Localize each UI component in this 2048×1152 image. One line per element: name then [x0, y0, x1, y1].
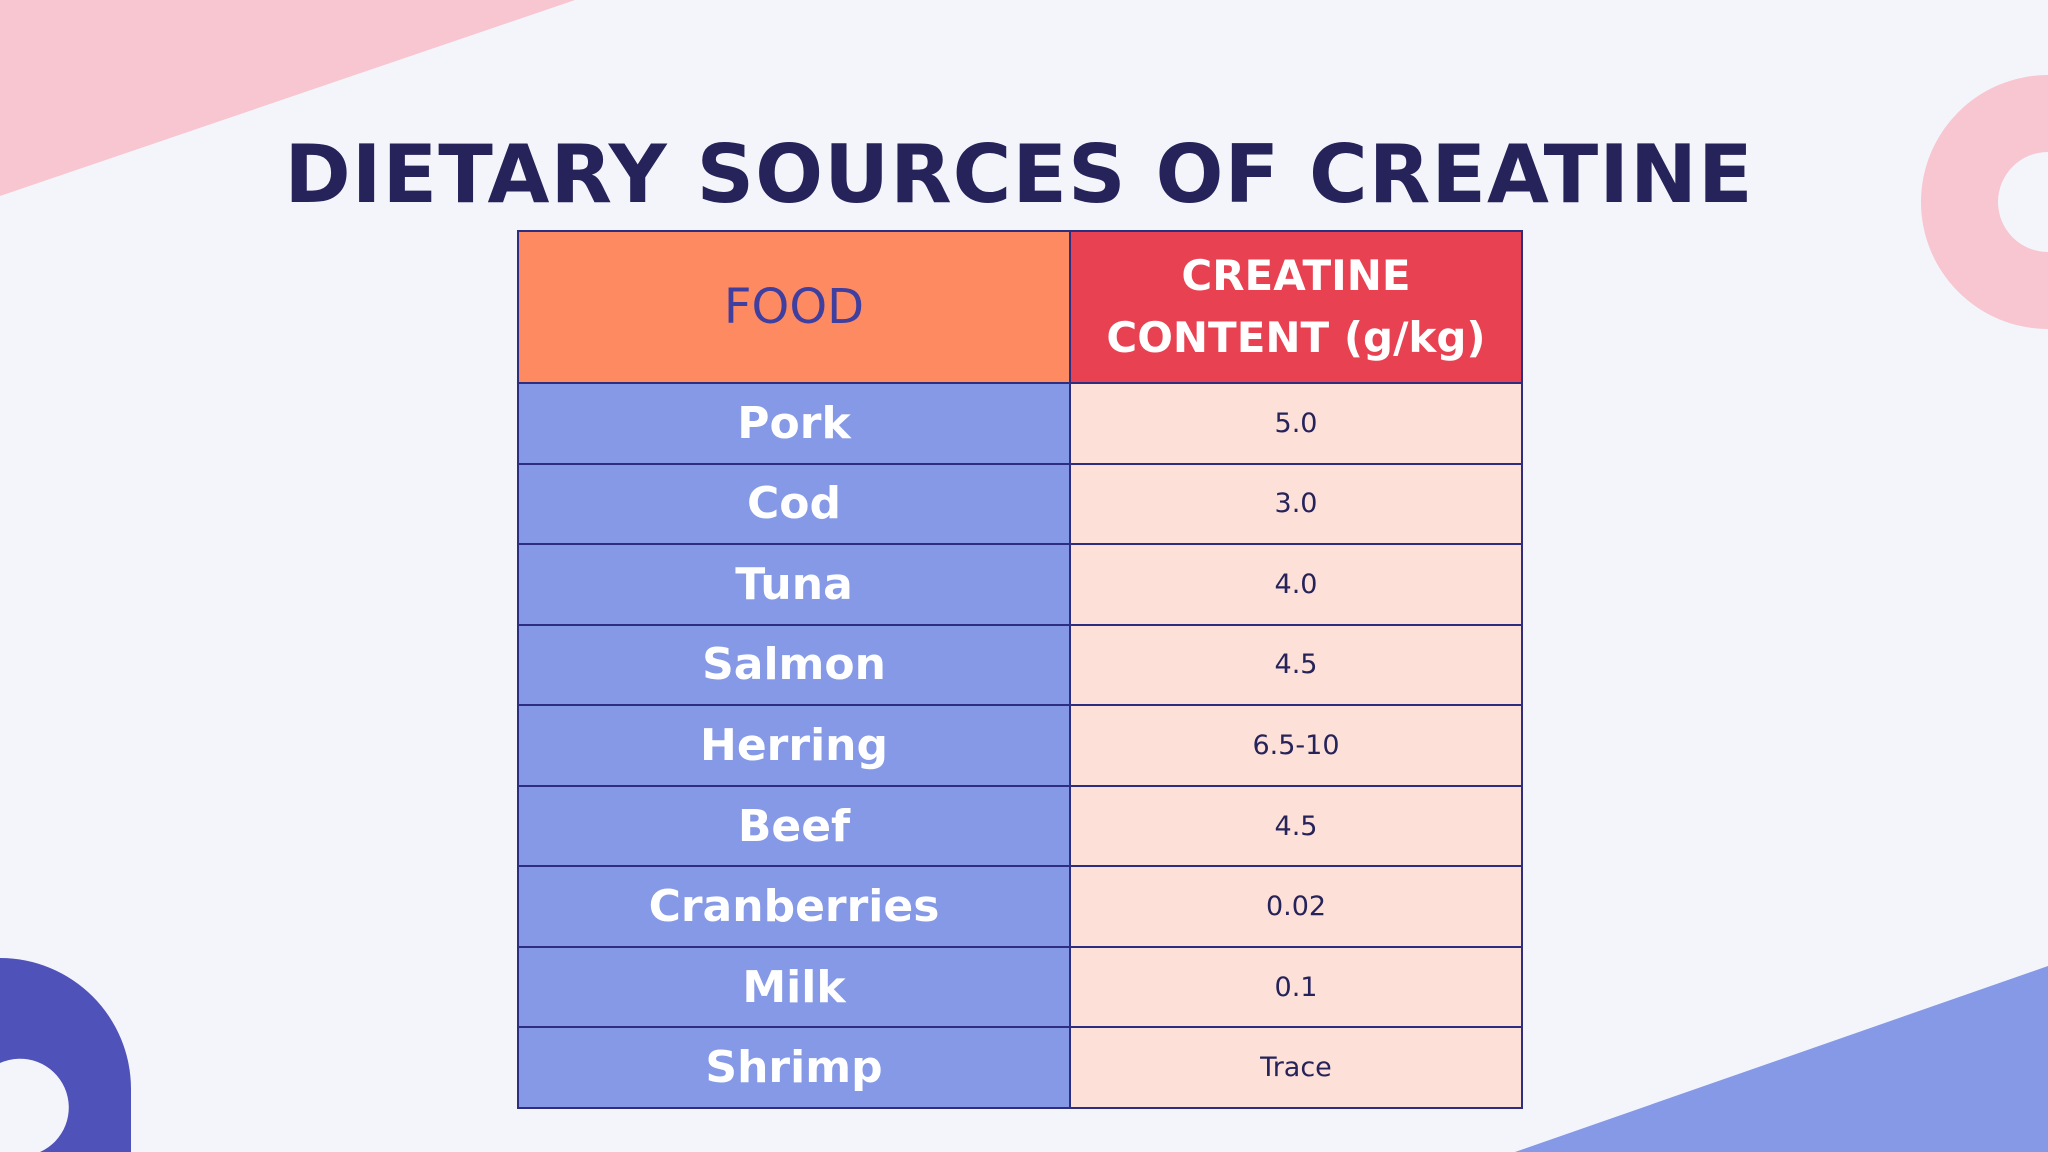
food-cell: Shrimp [517, 1026, 1071, 1109]
pink-shape [0, 0, 575, 196]
table: FOOD CREATINE CONTENT (g/kg) Pork 5.0 Cod 3… [517, 230, 1523, 1109]
column-header: CREATINE CONTENT (g/kg) [1069, 230, 1523, 384]
column-header: FOOD [517, 230, 1071, 384]
table-row: Salmon 4.5 [517, 623, 1523, 707]
content-cell: 4.5 [1069, 623, 1523, 707]
food-cell: Salmon [517, 623, 1071, 707]
content-cell: 0.02 [1069, 865, 1523, 948]
food-cell: Beef [517, 784, 1071, 868]
content-cell: Trace [1069, 1026, 1523, 1109]
title: DIETARY SOURCES OF CREATINE [284, 128, 1754, 221]
table-row: Pork 5.0 [517, 382, 1523, 465]
content-cell: 4.0 [1069, 543, 1523, 626]
table-row: Cranberries 0.02 [517, 865, 1523, 948]
content-cell: 6.5-10 [1069, 704, 1523, 787]
pink-ring [1921, 75, 2048, 329]
content-cell: 3.0 [1069, 462, 1523, 546]
content-cell: 4.5 [1069, 784, 1523, 868]
food-cell: Pork [517, 382, 1071, 465]
blue-ring [0, 958, 131, 1152]
food-cell: Cod [517, 462, 1071, 546]
food-cell: Cranberries [517, 865, 1071, 948]
table-row: Herring 6.5-10 [517, 704, 1523, 787]
table-row: Shrimp Trace [517, 1026, 1523, 1109]
content-cell: 5.0 [1069, 382, 1523, 465]
food-cell: Herring [517, 704, 1071, 787]
table-row: Cod 3.0 [517, 462, 1523, 546]
food-cell: Milk [517, 945, 1071, 1029]
blue-shape [1515, 966, 2048, 1152]
table-row: Beef 4.5 [517, 784, 1523, 868]
table-row: Tuna 4.0 [517, 543, 1523, 626]
table-row: Milk 0.1 [517, 945, 1523, 1029]
content-cell: 0.1 [1069, 945, 1523, 1029]
food-cell: Tuna [517, 543, 1071, 626]
header-row: FOOD CREATINE CONTENT (g/kg) [517, 230, 1523, 384]
